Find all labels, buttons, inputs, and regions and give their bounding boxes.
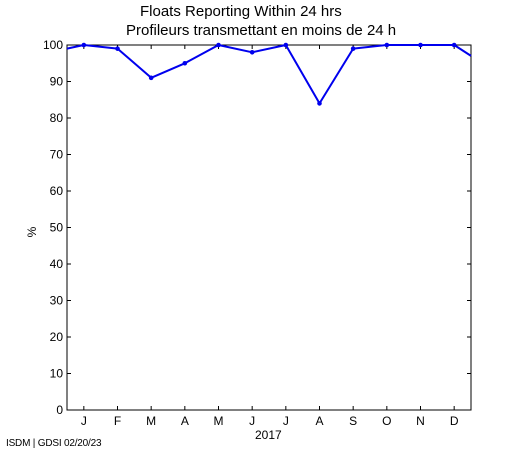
y-tick-label: 80 <box>50 111 64 125</box>
data-point <box>283 42 289 48</box>
y-axis-label: % <box>25 226 39 237</box>
y-tick-label: 70 <box>50 148 64 162</box>
x-tick-label: S <box>349 414 357 428</box>
data-point <box>182 60 188 66</box>
x-tick-label: M <box>146 414 156 428</box>
x-tick-label: A <box>181 414 189 428</box>
x-tick-label: J <box>249 414 255 428</box>
data-point <box>249 50 255 55</box>
data-point <box>350 46 356 51</box>
x-tick-label: M <box>214 414 224 428</box>
chart-title-line-2: Profileurs transmettant en moins de 24 h <box>126 22 396 39</box>
x-tick-label: D <box>450 414 459 428</box>
data-point <box>384 42 390 48</box>
y-tick-label: 50 <box>50 221 64 235</box>
data-point <box>418 42 423 48</box>
data-point <box>115 46 120 51</box>
footer-text: ISDM | GDSI 02/20/23 <box>6 438 102 449</box>
x-tick-label: A <box>315 414 323 428</box>
series-line <box>66 44 472 105</box>
data-point <box>317 101 322 106</box>
x-tick-label: J <box>81 414 87 428</box>
x-tick-label: N <box>416 414 425 428</box>
x-tick-label: J <box>283 414 289 428</box>
data-point <box>216 42 221 48</box>
series-layer <box>66 42 472 106</box>
plot-frame <box>66 44 472 411</box>
data-point <box>81 42 87 48</box>
y-tick-label: 90 <box>50 75 64 89</box>
y-tick-label: 20 <box>50 330 64 344</box>
x-tick-label: F <box>114 414 121 428</box>
chart-title-line-1: Floats Reporting Within 24 hrs <box>140 3 342 20</box>
y-tick-label: 30 <box>50 294 64 308</box>
x-axis-label: 2017 <box>255 428 282 442</box>
y-axis: 0 10 20 30 40 50 60 70 80 90 100 <box>43 38 471 417</box>
y-tick-label: 100 <box>43 38 63 52</box>
data-point <box>451 42 457 48</box>
y-tick-label: 60 <box>50 184 64 198</box>
data-point <box>148 75 154 81</box>
x-tick-label: O <box>382 414 391 428</box>
y-tick-label: 10 <box>50 367 64 381</box>
y-tick-label: 0 <box>56 403 63 417</box>
y-tick-label: 40 <box>50 257 64 271</box>
